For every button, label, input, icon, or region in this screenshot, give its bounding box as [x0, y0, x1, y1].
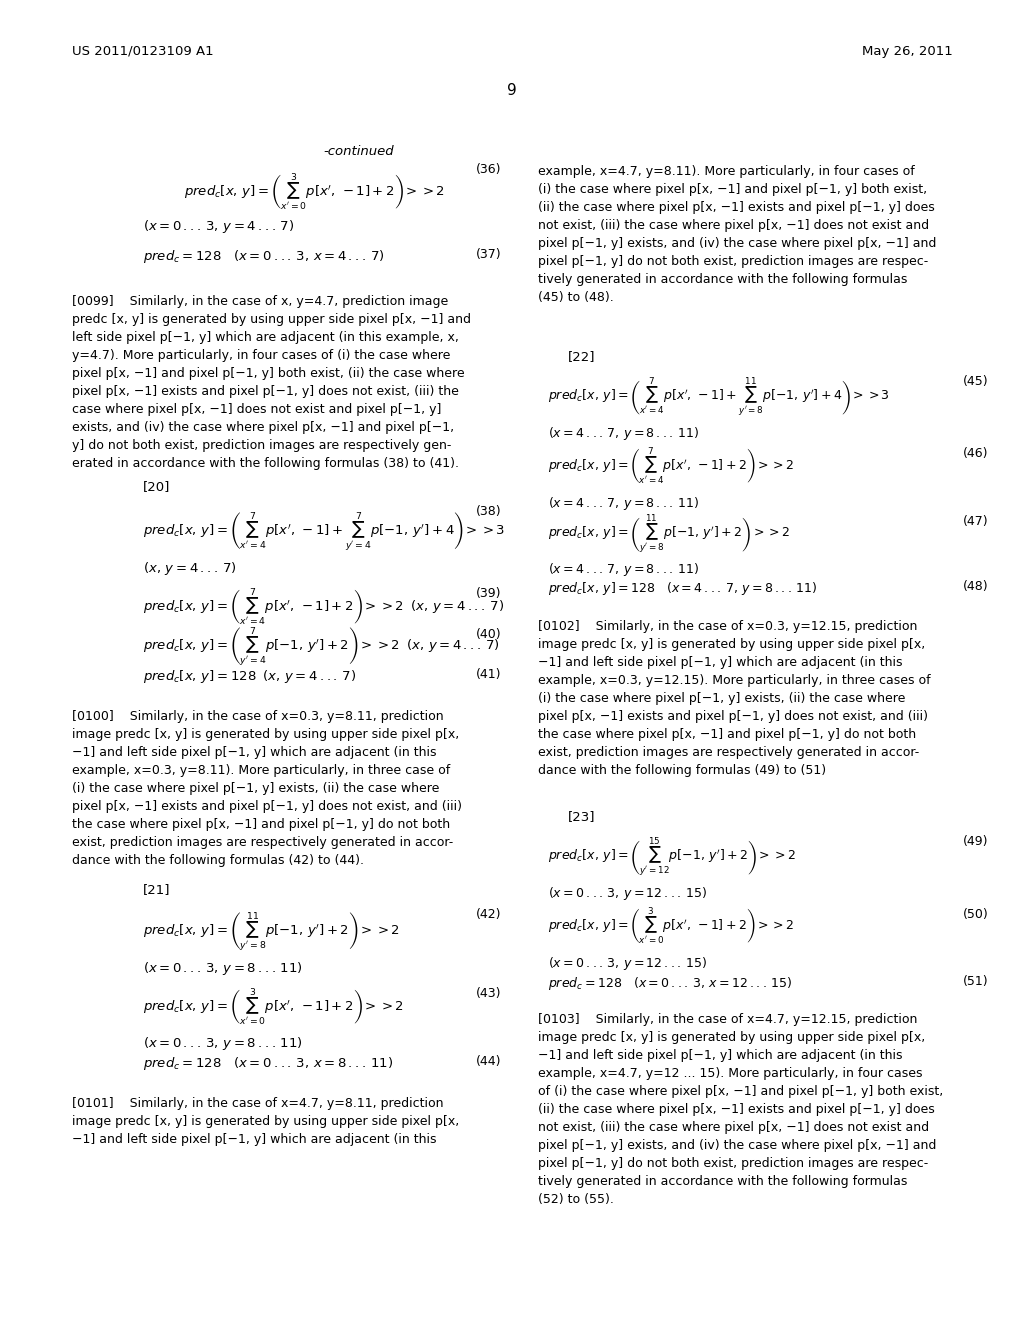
Text: example, x=4.7, y=8.11). More particularly, in four cases of
(i) the case where : example, x=4.7, y=8.11). More particular…	[538, 165, 936, 304]
Text: $(x=4\,...\,7,\,y=8\,...\,11)$: $(x=4\,...\,7,\,y=8\,...\,11)$	[548, 425, 698, 442]
Text: (45): (45)	[963, 375, 988, 388]
Text: $(x=0\,...\,3,\,y=12\,...\,15)$: $(x=0\,...\,3,\,y=12\,...\,15)$	[548, 954, 707, 972]
Text: $\mathit{pred}_c = 128\quad (x=0\,...\,3,\,x=4\,...\,7)$: $\mathit{pred}_c = 128\quad (x=0\,...\,3…	[143, 248, 385, 265]
Text: (50): (50)	[963, 908, 988, 921]
Text: $\mathit{pred}_c = 128\quad(x=0\,...\,3,\,x=12\,...\,15)$: $\mathit{pred}_c = 128\quad(x=0\,...\,3,…	[548, 975, 792, 993]
Text: $\mathit{pred}_c[x,\, y] = 128\;\;(x,\,y=4\,...\,7)$: $\mathit{pred}_c[x,\, y] = 128\;\;(x,\,y…	[143, 668, 356, 685]
Text: US 2011/0123109 A1: US 2011/0123109 A1	[72, 45, 213, 58]
Text: [23]: [23]	[568, 810, 596, 822]
Text: [0102]    Similarly, in the case of x=0.3, y=12.15, prediction
image predc [x, y: [0102] Similarly, in the case of x=0.3, …	[538, 620, 930, 777]
Text: $(x=0\,...\,3,\,y=12\,...\,15)$: $(x=0\,...\,3,\,y=12\,...\,15)$	[548, 884, 707, 902]
Text: $(x=0\,...\,3,\,y=4\,...\,7)$: $(x=0\,...\,3,\,y=4\,...\,7)$	[143, 218, 295, 235]
Text: (41): (41)	[476, 668, 502, 681]
Text: (39): (39)	[476, 587, 502, 601]
Text: May 26, 2011: May 26, 2011	[861, 45, 952, 58]
Text: $\mathit{pred}_c[x,\, y] = \left(\sum_{x^{\prime}=4}^{7} p[x^{\prime},\,-1]+\sum: $\mathit{pred}_c[x,\, y] = \left(\sum_{x…	[143, 511, 506, 553]
Text: $\mathit{pred}_c[x,\, y] = \left(\sum_{y^{\prime}=4}^{7} p[-1,\,y^{\prime}]+2\ri: $\mathit{pred}_c[x,\, y] = \left(\sum_{y…	[143, 626, 501, 668]
Text: $\mathit{pred}_c[x,\, y] = \left(\sum_{y^{\prime}=8}^{11} p[-1,\,y^{\prime}]+2\r: $\mathit{pred}_c[x,\, y] = \left(\sum_{y…	[548, 512, 791, 556]
Text: $\mathit{pred}_c[x,\, y] = \left(\sum_{x^{\prime}=0}^{3} p[x^{\prime},\,-1]+2\ri: $\mathit{pred}_c[x,\, y] = \left(\sum_{x…	[143, 986, 404, 1027]
Text: [0101]    Similarly, in the case of x=4.7, y=8.11, prediction
image predc [x, y]: [0101] Similarly, in the case of x=4.7, …	[72, 1097, 459, 1146]
Text: [0099]    Similarly, in the case of x, y=4.7, prediction image
predc [x, y] is g: [0099] Similarly, in the case of x, y=4.…	[72, 294, 471, 470]
Text: [20]: [20]	[143, 480, 171, 492]
Text: 9: 9	[507, 83, 517, 98]
Text: $\mathit{pred}_c[x,\, y] = \left(\sum_{x^{\prime}=4}^{7} p[x^{\prime},\,-1]+\sum: $\mathit{pred}_c[x,\, y] = \left(\sum_{x…	[548, 376, 890, 418]
Text: $\mathit{pred}_c = 128\quad(x=0\,...\,3,\,x=8\,...\,11)$: $\mathit{pred}_c = 128\quad(x=0\,...\,3,…	[143, 1055, 393, 1072]
Text: (36): (36)	[476, 162, 502, 176]
Text: $(x=0\,...\,3,\,y=8\,...\,11)$: $(x=0\,...\,3,\,y=8\,...\,11)$	[143, 960, 303, 977]
Text: (47): (47)	[963, 515, 988, 528]
Text: $\mathit{pred}_c[x,\, y] = \left(\sum_{x^{\prime}=0}^{3} p[x^{\prime},\,-1]+2\ri: $\mathit{pred}_c[x,\, y] = \left(\sum_{x…	[184, 170, 445, 211]
Text: $\mathit{pred}_c[x,\, y] = \left(\sum_{x^{\prime}=4}^{7} p[x^{\prime},\,-1]+2\ri: $\mathit{pred}_c[x,\, y] = \left(\sum_{x…	[143, 586, 505, 627]
Text: [22]: [22]	[568, 350, 596, 363]
Text: [0103]    Similarly, in the case of x=4.7, y=12.15, prediction
image predc [x, y: [0103] Similarly, in the case of x=4.7, …	[538, 1012, 943, 1206]
Text: (42): (42)	[476, 908, 502, 921]
Text: [21]: [21]	[143, 883, 171, 896]
Text: $(x=0\,...\,3,\,y=8\,...\,11)$: $(x=0\,...\,3,\,y=8\,...\,11)$	[143, 1035, 303, 1052]
Text: -continued: -continued	[324, 145, 393, 158]
Text: $\mathit{pred}_c[x,\, y] = \left(\sum_{x^{\prime}=4}^{7} p[x^{\prime},\,-1]+2\ri: $\mathit{pred}_c[x,\, y] = \left(\sum_{x…	[548, 446, 794, 486]
Text: $\mathit{pred}_c[x,\, y] = \left(\sum_{y^{\prime}=12}^{15} p[-1,\,y^{\prime}]+2\: $\mathit{pred}_c[x,\, y] = \left(\sum_{y…	[548, 836, 796, 878]
Text: $\mathit{pred}_c[x,\, y] = \left(\sum_{x^{\prime}=0}^{3} p[x^{\prime},\,-1]+2\ri: $\mathit{pred}_c[x,\, y] = \left(\sum_{x…	[548, 906, 794, 946]
Text: (44): (44)	[476, 1055, 502, 1068]
Text: $(x=4\,...\,7,\,y=8\,...\,11)$: $(x=4\,...\,7,\,y=8\,...\,11)$	[548, 495, 698, 512]
Text: (51): (51)	[963, 975, 988, 987]
Text: (46): (46)	[963, 447, 988, 459]
Text: $(x,\,y=4\,...\,7)$: $(x,\,y=4\,...\,7)$	[143, 560, 237, 577]
Text: (37): (37)	[476, 248, 502, 261]
Text: (43): (43)	[476, 987, 502, 1001]
Text: (38): (38)	[476, 506, 502, 517]
Text: (48): (48)	[963, 579, 988, 593]
Text: (40): (40)	[476, 628, 502, 642]
Text: $\mathit{pred}_c[x,\, y] = \left(\sum_{y^{\prime}=8}^{11} p[-1,\,y^{\prime}]+2\r: $\mathit{pred}_c[x,\, y] = \left(\sum_{y…	[143, 911, 400, 953]
Text: [0100]    Similarly, in the case of x=0.3, y=8.11, prediction
image predc [x, y]: [0100] Similarly, in the case of x=0.3, …	[72, 710, 462, 867]
Text: (49): (49)	[963, 836, 988, 847]
Text: $\mathit{pred}_c[x,\, y] = 128\quad(x=4\,...\,7,\,y=8\,...\,11)$: $\mathit{pred}_c[x,\, y] = 128\quad(x=4\…	[548, 579, 817, 597]
Text: $(x=4\,...\,7,\,y=8\,...\,11)$: $(x=4\,...\,7,\,y=8\,...\,11)$	[548, 561, 698, 578]
